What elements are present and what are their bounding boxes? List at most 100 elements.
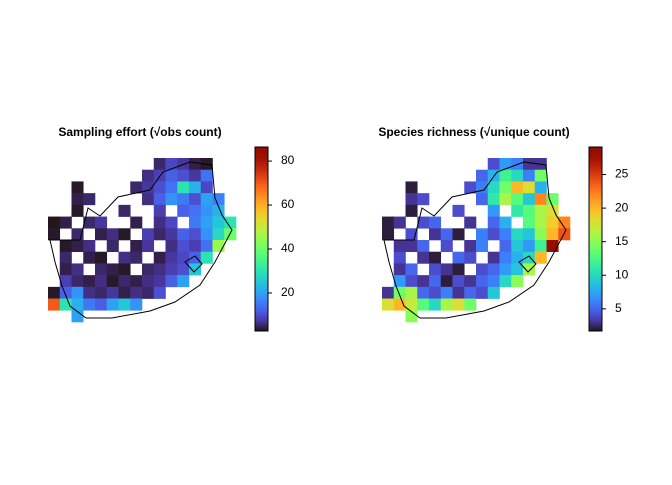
raster-cell — [83, 193, 96, 206]
raster-cell — [499, 193, 512, 206]
raster-cell — [200, 240, 213, 253]
raster-cell — [393, 286, 406, 299]
raster-cell — [499, 181, 512, 194]
raster-cell — [177, 240, 190, 253]
panel-title: Species richness (√unique count) — [378, 125, 569, 139]
raster-cell — [95, 216, 108, 229]
raster-cell — [130, 240, 143, 253]
raster-cell — [464, 298, 477, 311]
raster-cell — [440, 286, 453, 299]
raster-cell — [382, 228, 395, 241]
raster-cell — [71, 240, 84, 253]
raster-cell — [48, 228, 61, 241]
raster-cell — [523, 216, 536, 229]
raster-cell — [476, 169, 489, 182]
raster-cell — [118, 263, 131, 276]
raster-cell — [429, 251, 442, 264]
raster-cell — [142, 286, 155, 299]
raster-cell — [142, 263, 155, 276]
raster-cell — [165, 216, 178, 229]
raster-cell — [153, 181, 166, 194]
raster-cell — [511, 204, 524, 217]
colorbar-tick-label: 60 — [281, 197, 295, 211]
raster-cell — [142, 169, 155, 182]
raster-cell — [405, 286, 418, 299]
raster-cell — [534, 169, 547, 182]
raster-cell — [71, 263, 84, 276]
raster-cell — [487, 263, 500, 276]
panel: Species richness (√unique count) 5 10 15 20 2… — [378, 125, 629, 332]
raster-cell — [452, 298, 465, 311]
raster-cell — [130, 286, 143, 299]
raster-cell — [393, 251, 406, 264]
raster-cell — [212, 240, 225, 253]
raster-cell — [487, 216, 500, 229]
raster-cell — [393, 216, 406, 229]
raster-cell — [417, 240, 430, 253]
raster-cell — [106, 240, 119, 253]
raster-cell — [511, 275, 524, 288]
raster-cell — [95, 228, 108, 241]
raster-cell — [534, 181, 547, 194]
raster-cell — [499, 158, 512, 171]
raster-cell — [106, 298, 119, 311]
raster-cell — [95, 275, 108, 288]
raster-cell — [440, 228, 453, 241]
raster-cell — [393, 275, 406, 288]
raster-cell — [452, 286, 465, 299]
colorbar — [588, 146, 603, 332]
raster-cell — [95, 263, 108, 276]
raster-cell — [464, 216, 477, 229]
raster-cell — [511, 263, 524, 276]
raster-cell — [440, 275, 453, 288]
raster-cell — [487, 181, 500, 194]
raster-cell — [48, 298, 61, 311]
raster-cell — [153, 193, 166, 206]
raster-cell — [499, 251, 512, 264]
raster-cell — [118, 204, 131, 217]
raster-cell — [200, 181, 213, 194]
raster-cell — [212, 193, 225, 206]
raster-cell — [523, 263, 536, 276]
raster-cell — [417, 251, 430, 264]
raster-cell — [59, 275, 72, 288]
colorbar-tick-label: 80 — [281, 153, 295, 167]
raster-cell — [511, 181, 524, 194]
raster-cell — [499, 228, 512, 241]
raster-cell — [523, 169, 536, 182]
raster-cell — [177, 193, 190, 206]
raster-cell — [511, 240, 524, 253]
colorbar — [254, 146, 269, 332]
raster-cell — [499, 275, 512, 288]
raster-cell — [200, 193, 213, 206]
raster-cell — [212, 228, 225, 241]
raster-cell — [59, 298, 72, 311]
raster-cell — [165, 275, 178, 288]
raster-cell — [534, 240, 547, 253]
raster-cell — [224, 216, 237, 229]
raster-cell — [534, 251, 547, 264]
raster-cell — [452, 228, 465, 241]
raster-cell — [165, 251, 178, 264]
panel-title: Sampling effort (√obs count) — [58, 125, 221, 139]
raster-cell — [189, 169, 202, 182]
panel: Sampling effort (√obs count) 20 40 60 80 — [48, 125, 295, 332]
raster-cell — [405, 193, 418, 206]
raster-cell — [165, 181, 178, 194]
raster-cell — [452, 251, 465, 264]
raster-cell — [499, 240, 512, 253]
raster-cell — [189, 240, 202, 253]
raster-cell — [177, 204, 190, 217]
raster-cell — [200, 216, 213, 229]
raster-cell — [200, 228, 213, 241]
raster-cell — [71, 193, 84, 206]
raster-cell — [487, 158, 500, 171]
raster-cell — [118, 251, 131, 264]
raster-cell — [189, 251, 202, 264]
raster-cell — [523, 193, 536, 206]
raster-cell — [189, 263, 202, 276]
raster-cell — [429, 298, 442, 311]
raster-cell — [452, 275, 465, 288]
raster-cell — [523, 251, 536, 264]
raster-cell — [83, 298, 96, 311]
